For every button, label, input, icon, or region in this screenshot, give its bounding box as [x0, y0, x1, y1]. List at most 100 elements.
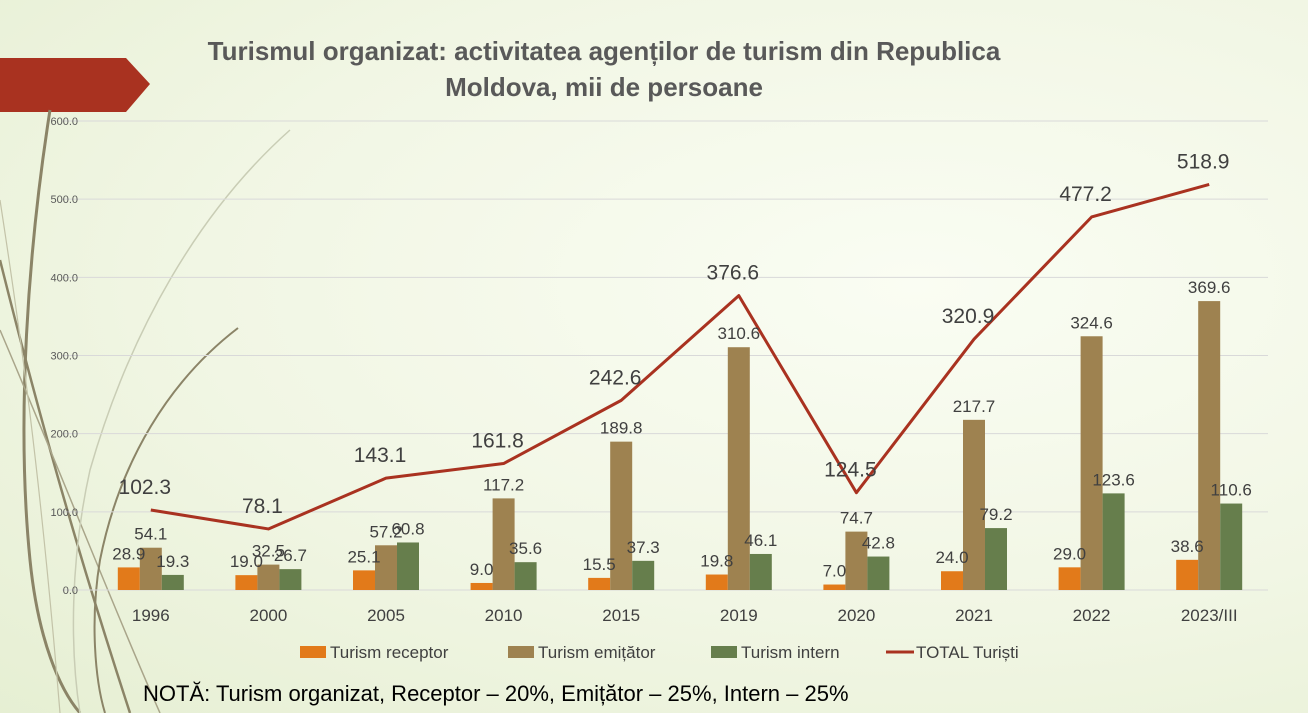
bar-data-label: 79.2: [979, 505, 1012, 524]
bar-emitator: [727, 347, 750, 590]
bar-intern: [279, 569, 302, 590]
legend-label: Turism receptor: [330, 643, 449, 662]
y-tick-label: 100.0: [50, 507, 78, 519]
bar-receptor: [823, 584, 846, 590]
bar-intern: [985, 528, 1007, 590]
bar-emitator: [375, 545, 397, 590]
y-tick-label: 500.0: [50, 194, 78, 206]
bar-data-label: 369.6: [1188, 278, 1231, 297]
bar-intern: [161, 574, 184, 590]
x-tick-label: 2005: [367, 606, 405, 625]
bar-emitator: [139, 547, 162, 590]
bar-receptor: [117, 567, 140, 590]
bar-emitator: [492, 498, 515, 590]
x-tick-label: 2023/III: [1181, 606, 1238, 625]
bar-intern: [514, 562, 537, 590]
bar-data-label: 38.6: [1171, 537, 1204, 556]
bar-data-label: 29.0: [1053, 544, 1086, 563]
decorative-swirls: [0, 58, 291, 713]
x-tick-label: 2021: [955, 606, 993, 625]
bar-data-label: 46.1: [744, 531, 777, 550]
bar-data-label: 25.1: [347, 547, 380, 566]
bar-data-label: 37.3: [627, 538, 660, 557]
bar-data-label: 57.2: [369, 522, 402, 541]
x-tick-label: 2010: [485, 606, 523, 625]
x-tick-label: 2000: [249, 606, 287, 625]
bar-intern: [1220, 503, 1243, 590]
bar-data-label: 310.6: [718, 324, 761, 343]
total-data-label: 320.9: [942, 305, 995, 328]
bar-intern: [867, 556, 890, 590]
y-tick-label: 0.0: [63, 585, 78, 597]
data-labels: 28.9 19.0 25.1 9.0 15.5 19.8 7.0 24.0 29.0 38.6 54…: [112, 150, 1252, 580]
bar-emitator: [1198, 301, 1221, 590]
bar-data-label: 117.2: [483, 475, 524, 494]
total-data-label: 124.5: [824, 459, 877, 482]
y-tick-label: 200.0: [50, 429, 78, 441]
bar-emitator: [963, 419, 985, 590]
swirl-line-4: [93, 327, 239, 713]
x-tick-label: 1996: [132, 606, 170, 625]
total-line: [150, 182, 1210, 531]
bar-data-label: 26.7: [274, 546, 307, 565]
swirl-line-1: [22, 109, 82, 713]
accent-arrow-bar: [0, 58, 150, 112]
legend-label: TOTAL Turiști: [916, 643, 1019, 662]
bar-data-label: 19.3: [156, 552, 189, 571]
bar-data-label: 123.6: [1092, 470, 1135, 489]
legend: Turism receptor Turism emițător Turism int…: [300, 643, 1019, 662]
legend-label: Turism intern: [741, 643, 840, 662]
bar-receptor: [1058, 567, 1081, 590]
chart-title-line-1: Turismul organizat: activitatea agențilo…: [207, 36, 1001, 66]
chart-title-line-2: Moldova, mii de persoane: [445, 72, 763, 102]
bar-data-label: 54.1: [134, 525, 167, 544]
legend-swatch: [711, 646, 737, 658]
swirl-line-3: [0, 329, 161, 713]
y-tick-label: 300.0: [50, 351, 78, 363]
total-data-label: 78.1: [242, 495, 283, 518]
total-data-label: 518.9: [1177, 150, 1230, 173]
bar-data-label: 110.6: [1211, 481, 1252, 500]
footnote: NOTĂ: Turism organizat, Receptor – 20%, …: [143, 681, 849, 706]
x-tick-label: 2015: [602, 606, 640, 625]
bar-receptor: [353, 570, 375, 590]
total-data-label: 143.1: [354, 444, 407, 467]
legend-swatch: [300, 646, 326, 658]
x-axis: 1996 2000 2005 2010 2015 2019 2020 2021 2022 2023…: [132, 606, 1238, 625]
bar-intern: [632, 560, 655, 590]
bar-receptor: [1176, 559, 1199, 590]
bar-intern: [749, 553, 772, 590]
y-tick-label: 600.0: [50, 116, 78, 128]
y-axis: 0.0 100.0 200.0 300.0 400.0 500.0 600.0: [50, 116, 78, 597]
total-data-label: 477.2: [1059, 183, 1112, 206]
swirl-line-2: [0, 259, 132, 713]
bar-emitator: [610, 441, 633, 590]
bar-data-label: 9.0: [470, 560, 494, 579]
bar-data-label: 19.0: [230, 552, 263, 571]
bar-intern: [397, 542, 419, 590]
bar-emitator: [257, 564, 280, 590]
bar-emitator: [1080, 336, 1103, 590]
swirl-line-5: [72, 129, 291, 713]
bar-data-label: 15.5: [583, 555, 616, 574]
bar-receptor: [705, 574, 728, 590]
bar-emitator: [845, 531, 868, 590]
bar-data-label: 35.6: [509, 539, 542, 558]
x-tick-label: 2022: [1073, 606, 1111, 625]
bar-data-label: 19.8: [700, 552, 733, 571]
bar-data-label: 42.8: [862, 534, 895, 553]
y-tick-label: 400.0: [50, 272, 78, 284]
swirl-line-6: [0, 199, 61, 713]
total-data-label: 161.8: [471, 430, 524, 453]
bar-data-label: 28.9: [112, 544, 145, 563]
x-tick-label: 2020: [837, 606, 875, 625]
bar-receptor: [470, 582, 493, 590]
bars: [117, 301, 1243, 590]
bar-data-label: 7.0: [823, 562, 847, 581]
bar-receptor: [235, 575, 258, 590]
legend-swatch: [508, 646, 534, 658]
bar-data-label: 189.8: [600, 419, 643, 438]
bar-data-label: 324.6: [1070, 313, 1113, 332]
